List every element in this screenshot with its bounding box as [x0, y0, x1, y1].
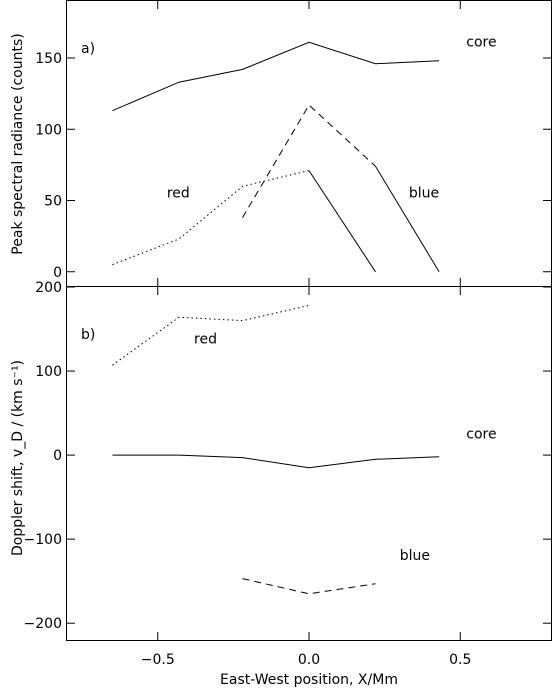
x-axis: −0.5 0.0 0.5: [141, 652, 472, 668]
panel-a-y-axis-label: Peak spectral radiance (counts): [10, 33, 26, 254]
x-tick-label: −0.5: [141, 652, 175, 668]
panel-a-ytick-label: 50: [44, 194, 62, 210]
panel-b-y-axis-label: Doppler shift, v_D / (km s⁻¹): [10, 360, 26, 556]
panel-a-series-segment-3: [242, 104, 376, 218]
panel-b-annotation-blue: blue: [400, 548, 430, 564]
panel-a-series-core: [112, 41, 440, 112]
panel-a-label: a): [81, 41, 95, 57]
panel-b-annotation-red: red: [194, 331, 217, 347]
panel-b-series-blue: [242, 578, 376, 595]
panel-a-ytick-label: 0: [53, 265, 62, 281]
panel-a-annotation-core: core: [466, 35, 496, 51]
panel-b-series-core: [112, 454, 440, 469]
panel-b-label: b): [81, 327, 95, 343]
panel-a-series-segment-2: [308, 170, 376, 273]
x-axis-label: East-West position, X/Mm: [220, 672, 398, 688]
panel-b-ytick-label: 100: [35, 364, 62, 380]
panel-b-annotation-core: core: [466, 426, 496, 442]
x-tick-label: 0.0: [298, 652, 320, 668]
panel-a-series-blue: [375, 166, 440, 273]
panel-b-ytick-label: 0: [53, 448, 62, 464]
panel-b-ytick-label: −200: [24, 616, 62, 632]
panel-b-ytick-label: 200: [35, 280, 62, 296]
panel-b-ytick-label: −100: [24, 532, 62, 548]
panel-a-ytick-label: 100: [35, 122, 62, 138]
x-tick-label: 0.5: [449, 652, 471, 668]
panel-a-ytick-label: 150: [35, 51, 62, 67]
panel-a-series-red: [112, 170, 310, 266]
panel-a: 0 50 100 150 core red blue a): [35, 1, 551, 286]
panel-b-frame: [66, 286, 552, 641]
panel-b-series-red: [112, 305, 310, 366]
panel-a-annotation-red: red: [167, 186, 190, 202]
panel-a-annotation-blue: blue: [409, 186, 439, 202]
panel-b: −200 −100 0 100 200 red core blue b): [24, 280, 551, 640]
